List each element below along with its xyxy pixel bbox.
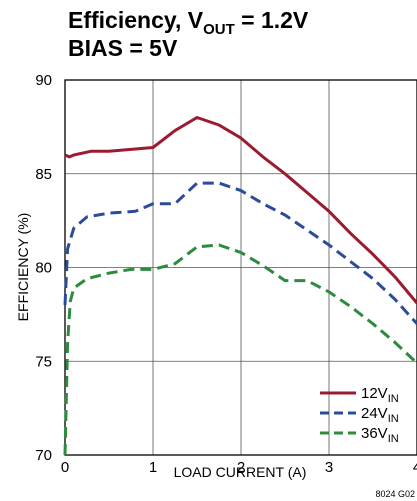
chart-title-line1: Efficiency, VOUT = 1.2V [68, 7, 309, 38]
x-tick-label-4: 4 [413, 459, 417, 476]
x-tick-label-3: 3 [325, 459, 333, 476]
plot-frame [64, 79, 417, 456]
y-tick-label-2: 80 [35, 260, 52, 277]
legend-label-36v: 36VIN [361, 425, 399, 445]
y-tick-labels: 70 75 80 85 90 [35, 72, 52, 464]
legend-label-24v: 24VIN [361, 405, 399, 425]
y-tick-label-3: 85 [35, 166, 52, 183]
figure-code: 8024 G02 [375, 489, 415, 499]
chart-title-line2: BIAS = 5V [68, 35, 178, 61]
series-line-12v [64, 116, 417, 305]
y-tick-label-0: 70 [35, 447, 52, 464]
y-tick-label-4: 90 [35, 72, 52, 89]
series-line-24v [63, 181, 417, 325]
x-axis-label: LOAD CURRENT (A) [174, 464, 307, 480]
y-axis-label: EFFICIENCY (%) [15, 213, 31, 322]
x-tick-label-0: 0 [61, 459, 69, 476]
x-tick-label-2: 2 [237, 459, 245, 476]
series-line-36v [63, 243, 417, 456]
legend-label-12v: 12VIN [361, 385, 399, 405]
x-tick-labels: 0 1 2 3 4 [61, 459, 417, 476]
x-tick-label-1: 1 [149, 459, 157, 476]
series-lines [63, 116, 417, 456]
y-tick-label-1: 75 [35, 353, 52, 370]
